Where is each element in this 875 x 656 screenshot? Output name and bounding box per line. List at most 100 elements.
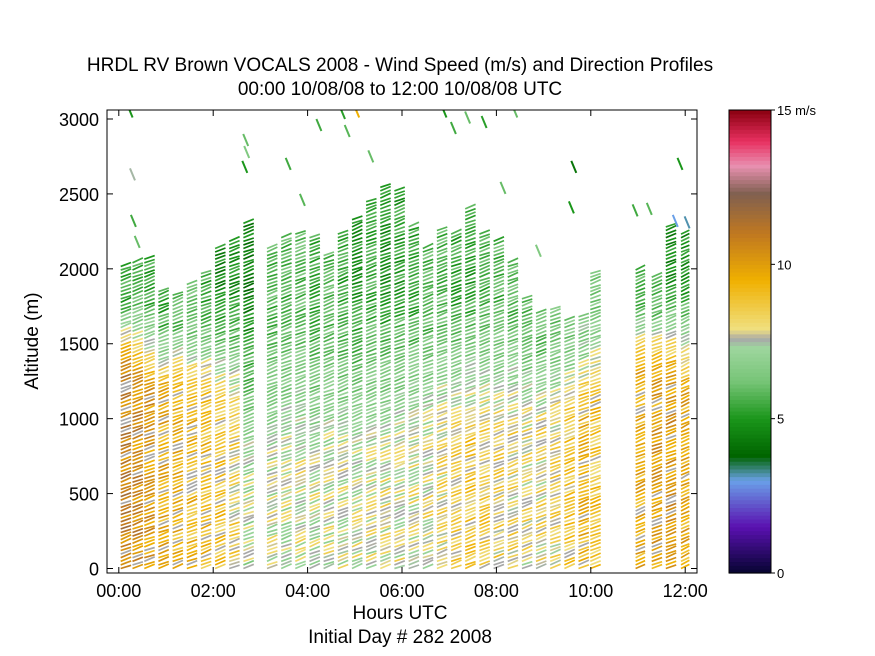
wind-barb — [549, 434, 561, 440]
wind-barb — [680, 260, 690, 268]
wind-barb — [379, 423, 392, 430]
wind-barb — [294, 405, 307, 412]
wind-barb — [436, 236, 448, 243]
colorbar-band — [729, 434, 771, 439]
wind-barb — [479, 417, 491, 422]
wind-barb — [590, 334, 601, 340]
wind-barb — [578, 559, 590, 566]
wind-barb — [493, 405, 505, 412]
wind-barb — [436, 301, 448, 307]
wind-barb — [507, 333, 519, 340]
wind-barb — [380, 456, 391, 462]
wind-barb — [464, 391, 476, 397]
wind-barb — [578, 362, 590, 368]
wind-barb — [337, 487, 349, 494]
wind-barb — [521, 347, 533, 354]
wind-barb — [464, 530, 476, 537]
wind-barb — [549, 527, 561, 534]
wind-barb — [132, 355, 144, 361]
wind-barb — [450, 516, 462, 523]
wind-barb — [309, 336, 321, 343]
wind-barb — [436, 548, 448, 555]
wind-barb — [507, 257, 519, 264]
wind-barb — [394, 258, 406, 264]
wind-barb — [337, 368, 349, 376]
wind-barb — [365, 563, 377, 570]
wind-barb — [380, 520, 391, 527]
wind-barb — [436, 330, 448, 336]
wind-barb — [394, 405, 406, 412]
wind-barb — [132, 276, 144, 282]
wind-barb — [380, 294, 391, 300]
wind-barb — [394, 323, 406, 329]
wind-barb — [493, 365, 505, 372]
wind-barb — [365, 423, 377, 430]
wind-barb — [266, 412, 278, 419]
wind-barb — [436, 473, 448, 480]
wind-barb — [132, 395, 144, 401]
wind-barb — [422, 494, 434, 501]
profile-column — [450, 228, 462, 570]
wind-barb — [507, 397, 519, 404]
wind-barb — [589, 513, 602, 519]
profile-column — [323, 251, 335, 570]
wind-barb — [295, 499, 306, 505]
wind-barb — [549, 344, 561, 350]
wind-barb — [521, 354, 533, 361]
wind-barb — [380, 330, 391, 336]
wind-barb — [394, 282, 406, 289]
wind-barb — [635, 498, 646, 505]
wind-barb — [243, 538, 255, 545]
wind-barb — [436, 272, 448, 279]
wind-barb — [578, 506, 590, 512]
wind-barb — [422, 272, 434, 278]
wind-barb — [422, 513, 434, 519]
wind-barb — [493, 438, 505, 444]
wind-barb — [590, 308, 601, 315]
wind-barb — [394, 394, 406, 401]
wind-barb — [521, 376, 533, 383]
wind-barb — [651, 509, 663, 516]
wind-barb — [493, 247, 505, 253]
profile-column — [464, 203, 476, 570]
wind-barb — [132, 358, 144, 365]
wind-barb — [280, 341, 292, 347]
wind-barb — [422, 445, 434, 451]
wind-barb — [172, 460, 184, 466]
wind-barb — [379, 394, 392, 401]
wind-barb — [479, 542, 491, 548]
wind-barb — [144, 297, 155, 304]
wind-barb — [394, 516, 406, 523]
wind-barb — [450, 250, 462, 257]
wind-barb — [351, 334, 363, 340]
wind-barb — [394, 528, 406, 534]
wind-barb — [450, 354, 462, 361]
wind-barb — [493, 273, 505, 279]
wind-barb — [365, 514, 377, 520]
wind-barb — [665, 506, 677, 512]
wind-barbs — [120, 110, 691, 570]
wind-barb — [535, 520, 547, 527]
wind-barb — [635, 355, 646, 361]
wind-barb — [323, 560, 335, 566]
wind-barb — [394, 376, 406, 383]
wind-barb — [323, 498, 335, 505]
wind-barb — [144, 344, 155, 350]
wind-barb — [394, 478, 406, 484]
wind-barb — [521, 499, 533, 505]
wind-barb — [450, 538, 462, 545]
wind-barb — [214, 542, 226, 548]
wind-barb — [450, 294, 462, 300]
wind-barb — [132, 312, 144, 318]
wind-barb — [243, 264, 255, 271]
wind-barb — [351, 411, 363, 419]
wind-barb — [200, 494, 212, 501]
wind-barb — [186, 564, 198, 570]
wind-barb — [351, 397, 363, 404]
wind-barb — [408, 555, 420, 563]
wind-barb — [143, 275, 156, 282]
wind-barb — [200, 394, 212, 401]
wind-barb — [379, 276, 392, 282]
wind-barb — [186, 323, 198, 329]
